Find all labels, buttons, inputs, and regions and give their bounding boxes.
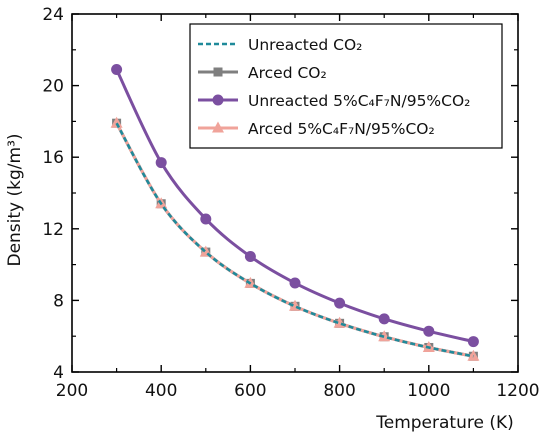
legend-marker-2 — [212, 94, 224, 106]
data-point-2-6 — [378, 313, 390, 325]
data-point-2-4 — [289, 277, 301, 289]
legend-marker-1 — [213, 67, 223, 77]
legend-label-1: Arced CO₂ — [248, 64, 327, 82]
series-line-1 — [115, 122, 474, 358]
series-1 — [112, 118, 478, 361]
y-tick-label-5: 24 — [42, 5, 64, 25]
legend-item-0: Unreacted CO₂ — [198, 36, 362, 54]
y-axis-label: Density (kg/m³) — [5, 133, 25, 266]
data-point-2-0 — [111, 63, 123, 75]
x-tick-label-2: 600 — [234, 381, 266, 401]
series-line-3 — [115, 122, 474, 358]
data-point-2-3 — [244, 251, 256, 263]
y-tick-label-1: 8 — [53, 291, 64, 311]
data-point-2-7 — [423, 325, 435, 337]
legend-item-3: Arced 5%C₄F₇N/95%CO₂ — [198, 120, 435, 138]
legend-marker-3 — [212, 121, 224, 133]
legend-box — [189, 23, 503, 149]
legend-label-2: Unreacted 5%C₄F₇N/95%CO₂ — [248, 92, 470, 110]
y-tick-label-0: 4 — [53, 363, 64, 383]
data-point-3-0 — [110, 116, 123, 128]
series-2 — [111, 63, 479, 348]
series-0 — [115, 122, 474, 358]
x-tick-label-1: 400 — [145, 381, 177, 401]
x-tick-label-0: 200 — [56, 381, 88, 401]
data-point-2-8 — [467, 336, 479, 348]
series-3 — [110, 116, 480, 361]
axes: 200 400 600 800 1000 1200 4 8 12 16 20 24 — [42, 5, 539, 401]
legend-label-0: Unreacted CO₂ — [248, 36, 362, 54]
series-line-0 — [115, 122, 474, 358]
x-axis-label: Temperature (K) — [375, 413, 514, 433]
data-point-2-2 — [200, 213, 212, 225]
legend-label-3: Arced 5%C₄F₇N/95%CO₂ — [248, 120, 435, 138]
legend: Unreacted CO₂ Arced CO₂ Unreacted 5%C₄F₇N/… — [189, 23, 503, 149]
x-tick-label-4: 1000 — [407, 381, 450, 401]
x-tick-label-5: 1200 — [496, 381, 539, 401]
data-point-2-5 — [334, 297, 346, 309]
data-point-2-1 — [155, 157, 167, 169]
y-tick-label-2: 12 — [42, 220, 64, 240]
y-tick-label-4: 20 — [42, 77, 64, 97]
x-tick-label-3: 800 — [323, 381, 355, 401]
plot-area — [110, 63, 480, 361]
legend-item-2: Unreacted 5%C₄F₇N/95%CO₂ — [198, 92, 470, 110]
legend-item-1: Arced CO₂ — [198, 64, 327, 82]
y-tick-label-3: 16 — [42, 148, 64, 168]
